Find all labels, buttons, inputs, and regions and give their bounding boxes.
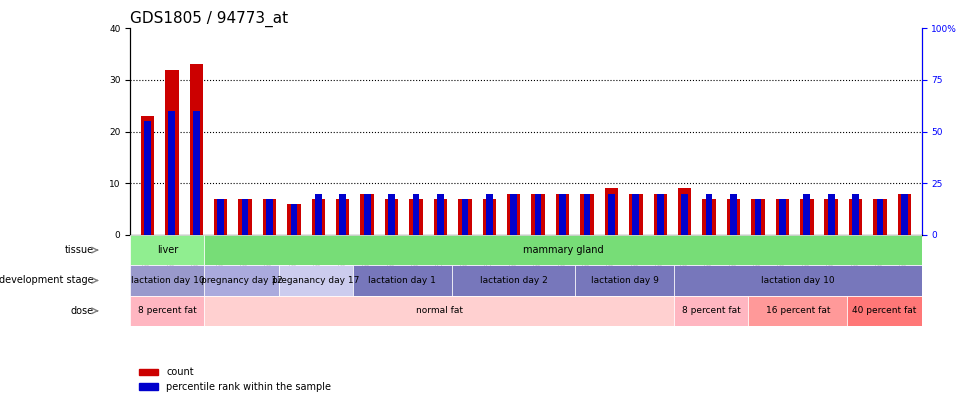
FancyBboxPatch shape — [749, 296, 847, 326]
FancyBboxPatch shape — [130, 235, 205, 265]
Text: development stage: development stage — [0, 275, 94, 286]
Text: mammary gland: mammary gland — [523, 245, 603, 255]
Bar — [705, 194, 712, 235]
Text: lactation day 2: lactation day 2 — [480, 276, 547, 285]
Text: lactation day 10: lactation day 10 — [130, 276, 205, 285]
Bar — [751, 199, 764, 235]
Text: liver: liver — [156, 245, 178, 255]
Bar — [238, 199, 252, 235]
Bar — [828, 194, 835, 235]
FancyBboxPatch shape — [452, 265, 575, 296]
Text: preganancy day 17: preganancy day 17 — [272, 276, 359, 285]
Bar — [241, 199, 248, 235]
Legend: count, percentile rank within the sample: count, percentile rank within the sample — [135, 363, 335, 396]
Bar — [556, 194, 569, 235]
Bar — [657, 194, 664, 235]
Bar — [336, 199, 349, 235]
Text: 40 percent fat: 40 percent fat — [852, 306, 917, 315]
Text: lactation day 10: lactation day 10 — [761, 276, 835, 285]
Text: lactation day 9: lactation day 9 — [591, 276, 659, 285]
Bar — [458, 199, 472, 235]
Bar — [824, 199, 838, 235]
FancyBboxPatch shape — [130, 296, 205, 326]
Bar — [141, 116, 154, 235]
Bar — [731, 194, 737, 235]
Bar — [901, 194, 908, 235]
Text: 16 percent fat: 16 percent fat — [765, 306, 830, 315]
Bar — [681, 194, 688, 235]
Bar — [755, 199, 761, 235]
Bar — [437, 194, 444, 235]
FancyBboxPatch shape — [575, 265, 675, 296]
Bar — [897, 194, 911, 235]
Text: 8 percent fat: 8 percent fat — [138, 306, 197, 315]
Bar — [433, 199, 447, 235]
Bar — [340, 194, 346, 235]
Bar — [876, 199, 883, 235]
Bar — [169, 111, 176, 235]
Text: tissue: tissue — [65, 245, 94, 255]
Text: dose: dose — [70, 306, 94, 316]
Bar — [727, 199, 740, 235]
Bar — [413, 194, 420, 235]
Bar — [532, 194, 545, 235]
Bar — [486, 194, 493, 235]
Bar — [189, 64, 203, 235]
Bar — [535, 194, 541, 235]
Bar — [217, 199, 224, 235]
Bar — [629, 194, 643, 235]
Bar — [165, 70, 179, 235]
Bar — [507, 194, 520, 235]
Bar — [608, 194, 615, 235]
Text: pregnancy day 12: pregnancy day 12 — [201, 276, 283, 285]
Bar — [873, 199, 887, 235]
Text: GDS1805 / 94773_at: GDS1805 / 94773_at — [130, 11, 289, 27]
Bar — [388, 194, 395, 235]
Bar — [385, 199, 399, 235]
FancyBboxPatch shape — [675, 296, 749, 326]
FancyBboxPatch shape — [205, 235, 922, 265]
Bar — [584, 194, 591, 235]
FancyBboxPatch shape — [847, 296, 922, 326]
Bar — [288, 204, 301, 235]
Bar — [776, 199, 789, 235]
Bar — [364, 194, 371, 235]
Text: 8 percent fat: 8 percent fat — [682, 306, 741, 315]
Text: normal fat: normal fat — [416, 306, 463, 315]
Bar — [849, 199, 863, 235]
Bar — [559, 194, 565, 235]
Bar — [632, 194, 639, 235]
FancyBboxPatch shape — [675, 265, 922, 296]
FancyBboxPatch shape — [205, 265, 279, 296]
Text: lactation day 1: lactation day 1 — [369, 276, 436, 285]
FancyBboxPatch shape — [279, 265, 353, 296]
Bar — [510, 194, 517, 235]
Bar — [262, 199, 276, 235]
Bar — [312, 199, 325, 235]
Bar — [193, 111, 200, 235]
Bar — [461, 199, 468, 235]
Bar — [678, 188, 691, 235]
FancyBboxPatch shape — [130, 265, 205, 296]
Bar — [361, 194, 373, 235]
Bar — [605, 188, 619, 235]
Bar — [804, 194, 811, 235]
FancyBboxPatch shape — [353, 265, 452, 296]
Bar — [409, 199, 423, 235]
Bar — [800, 199, 813, 235]
Bar — [315, 194, 321, 235]
Bar — [703, 199, 716, 235]
FancyBboxPatch shape — [205, 296, 675, 326]
Bar — [214, 199, 228, 235]
Bar — [144, 122, 151, 235]
Bar — [266, 199, 273, 235]
Bar — [852, 194, 859, 235]
Bar — [580, 194, 593, 235]
Bar — [779, 199, 786, 235]
Bar — [482, 199, 496, 235]
Bar — [653, 194, 667, 235]
Bar — [290, 204, 297, 235]
